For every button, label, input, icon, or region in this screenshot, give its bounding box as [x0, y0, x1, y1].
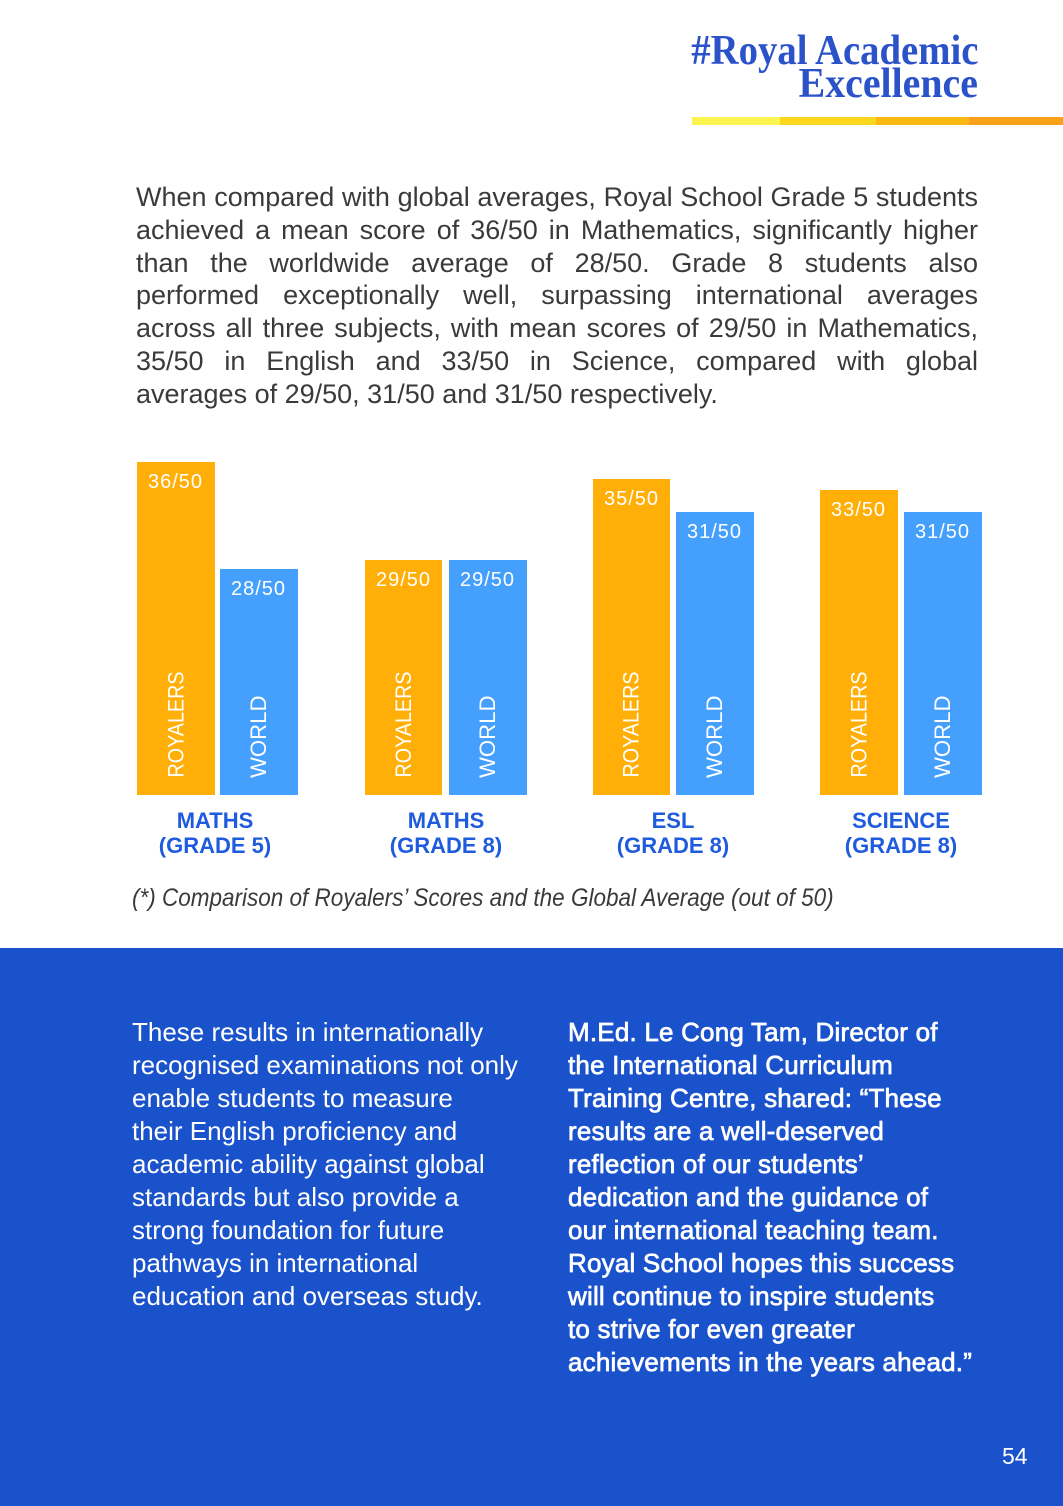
svg-text:WORLD: WORLD — [475, 696, 500, 779]
svg-text:WORLD: WORLD — [930, 696, 955, 779]
svg-text:ROYALERS: ROYALERS — [164, 672, 189, 778]
svg-text:WORLD: WORLD — [702, 696, 727, 779]
svg-text:ROYALERS: ROYALERS — [619, 672, 644, 778]
svg-text:WORLD: WORLD — [246, 696, 271, 779]
svg-text:ROYALERS: ROYALERS — [391, 672, 416, 778]
svg-text:ROYALERS: ROYALERS — [847, 672, 872, 778]
